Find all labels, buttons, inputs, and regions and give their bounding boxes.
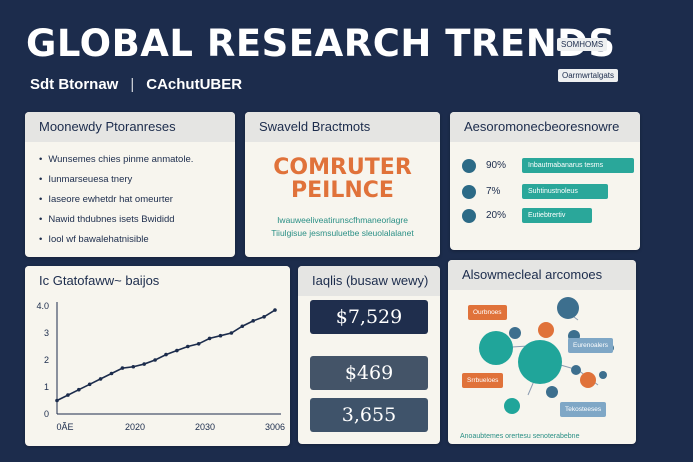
growth-chart-card: Ic Gtatofaww~ baijos 4.0 3 2 1 0 0ÃE 2020 2030 3…	[25, 266, 290, 446]
network-label: Eurenoalers	[568, 338, 614, 353]
area-row: 90% Inbautmabanarus tesms	[462, 158, 634, 173]
data-point	[109, 371, 114, 376]
list-item: Iool wf bawalehatnisible	[39, 234, 235, 245]
data-point	[66, 393, 70, 397]
y-tick-label: 1	[44, 382, 49, 392]
data-point	[196, 342, 201, 346]
y-tick-label: 2	[44, 355, 49, 365]
network-card: Alsowmecleal arcomoes Ourbnoes Eurenoale…	[448, 260, 636, 444]
feature-caption-line1: Iwauweeliveatirunscfhmaneorlagre	[277, 215, 408, 225]
data-point	[229, 331, 234, 335]
network-bubble-graphic	[479, 297, 614, 414]
subtitle-right: CAchutUBER	[146, 76, 243, 93]
list-item: Wunsemes chies pinme anmatole.	[39, 154, 235, 165]
growth-line-chart: 4.0 3 2 1 0 0ÃE 2020 2030 3006	[36, 301, 285, 432]
y-tick-label: 0	[44, 409, 49, 419]
feature-heading: Swaveld Bractmots	[245, 112, 440, 142]
area-row: 20% Eutiebtrertiv	[462, 208, 592, 223]
area-percent: 20%	[486, 210, 507, 221]
list-item: Nawid thdubnes isets Bwididd	[39, 214, 235, 225]
feature-headline-line1: COMRUTER	[273, 155, 412, 180]
data-point	[87, 382, 92, 387]
area-percent: 90%	[486, 160, 507, 171]
data-point	[142, 362, 146, 366]
highlights-card: Moonewdy Ptoranreses Wunsemes chies pinm…	[25, 112, 235, 257]
data-point	[175, 348, 179, 353]
areas-heading: Aesoromonecbeoresnowre	[450, 112, 640, 142]
area-dot-icon	[462, 158, 476, 173]
highlights-heading: Moonewdy Ptoranreses	[25, 112, 235, 142]
network-footer: Anoaubtemes orertesu senoterabebne	[460, 433, 580, 440]
data-point	[55, 398, 59, 403]
data-point	[98, 377, 103, 381]
x-tick-label: 2030	[195, 422, 215, 432]
stat-value: 3,655	[310, 398, 428, 432]
growth-heading: Ic Gtatofaww~ baijos	[25, 266, 290, 296]
feature-card: Swaveld Bractmots COMRUTER PEILNCE Iwauw…	[245, 112, 440, 257]
stats-heading: Iaqlis (busaw wewy)	[298, 266, 440, 296]
areas-card: Aesoromonecbeoresnowre 90% Inbautmabanar…	[450, 112, 640, 250]
list-item: Iunmarseuesa tnery	[39, 174, 235, 185]
network-heading: Alsowmecleal arcomoes	[448, 260, 636, 290]
feature-headline-line2: PEILNCE	[291, 178, 394, 203]
x-tick-label: 3006	[265, 422, 285, 432]
list-item: Iaseore ewhetdr hat omeurter	[39, 194, 235, 205]
area-row: 7% Suhtinustnoleus	[462, 184, 608, 199]
data-point	[273, 308, 277, 312]
data-point	[120, 366, 125, 370]
data-point	[131, 364, 136, 369]
area-bar: Eutiebtrertiv	[522, 208, 592, 223]
data-point	[262, 315, 266, 319]
header-tag-bottom: Oarmwrtalgats	[558, 69, 619, 82]
network-label: Ourbnoes	[468, 305, 507, 320]
subtitle-separator: |	[130, 76, 135, 93]
area-dot-icon	[462, 184, 476, 199]
y-tick-label: 3	[44, 328, 49, 338]
data-point	[153, 358, 157, 362]
data-point	[218, 333, 223, 338]
stat-value: $7,529	[310, 300, 428, 334]
area-percent: 7%	[486, 186, 501, 197]
feature-caption: Iwauweeliveatirunscfhmaneorlagre Tiiulgi…	[245, 214, 440, 240]
y-tick-label: 4.0	[36, 301, 49, 311]
data-point	[240, 324, 245, 329]
data-point	[77, 387, 81, 392]
stats-card: Iaqlis (busaw wewy) $7,529 $469 3,655	[298, 266, 440, 444]
area-bar: Inbautmabanarus tesms	[522, 158, 634, 173]
network-label: Tekosteeses	[560, 402, 607, 417]
feature-headline: COMRUTER PEILNCE	[245, 156, 440, 202]
data-point	[186, 344, 190, 349]
header-tag-top: SOMHOMS	[557, 38, 608, 51]
stat-value: $469	[310, 356, 428, 390]
feature-caption-line2: Tiiulgisue jesmsuluetbe sleuolalalanet	[271, 228, 414, 238]
highlights-list: Wunsemes chies pinme anmatole. Iunmarseu…	[25, 154, 235, 245]
area-bar: Suhtinustnoleus	[522, 184, 608, 199]
area-dot-icon	[462, 208, 476, 223]
x-tick-label: 2020	[125, 422, 145, 432]
data-point	[207, 336, 212, 341]
page-title: GLOBAL RESEARCH TRENDS	[26, 22, 616, 65]
data-point	[251, 319, 255, 323]
page-subtitle: Sdt Btornaw | CAchutUBER	[30, 76, 242, 93]
network-label: Srrbueloes	[462, 373, 504, 388]
subtitle-left: Sdt Btornaw	[30, 76, 119, 93]
data-point	[164, 352, 168, 357]
x-tick-label: 0ÃE	[56, 422, 73, 432]
